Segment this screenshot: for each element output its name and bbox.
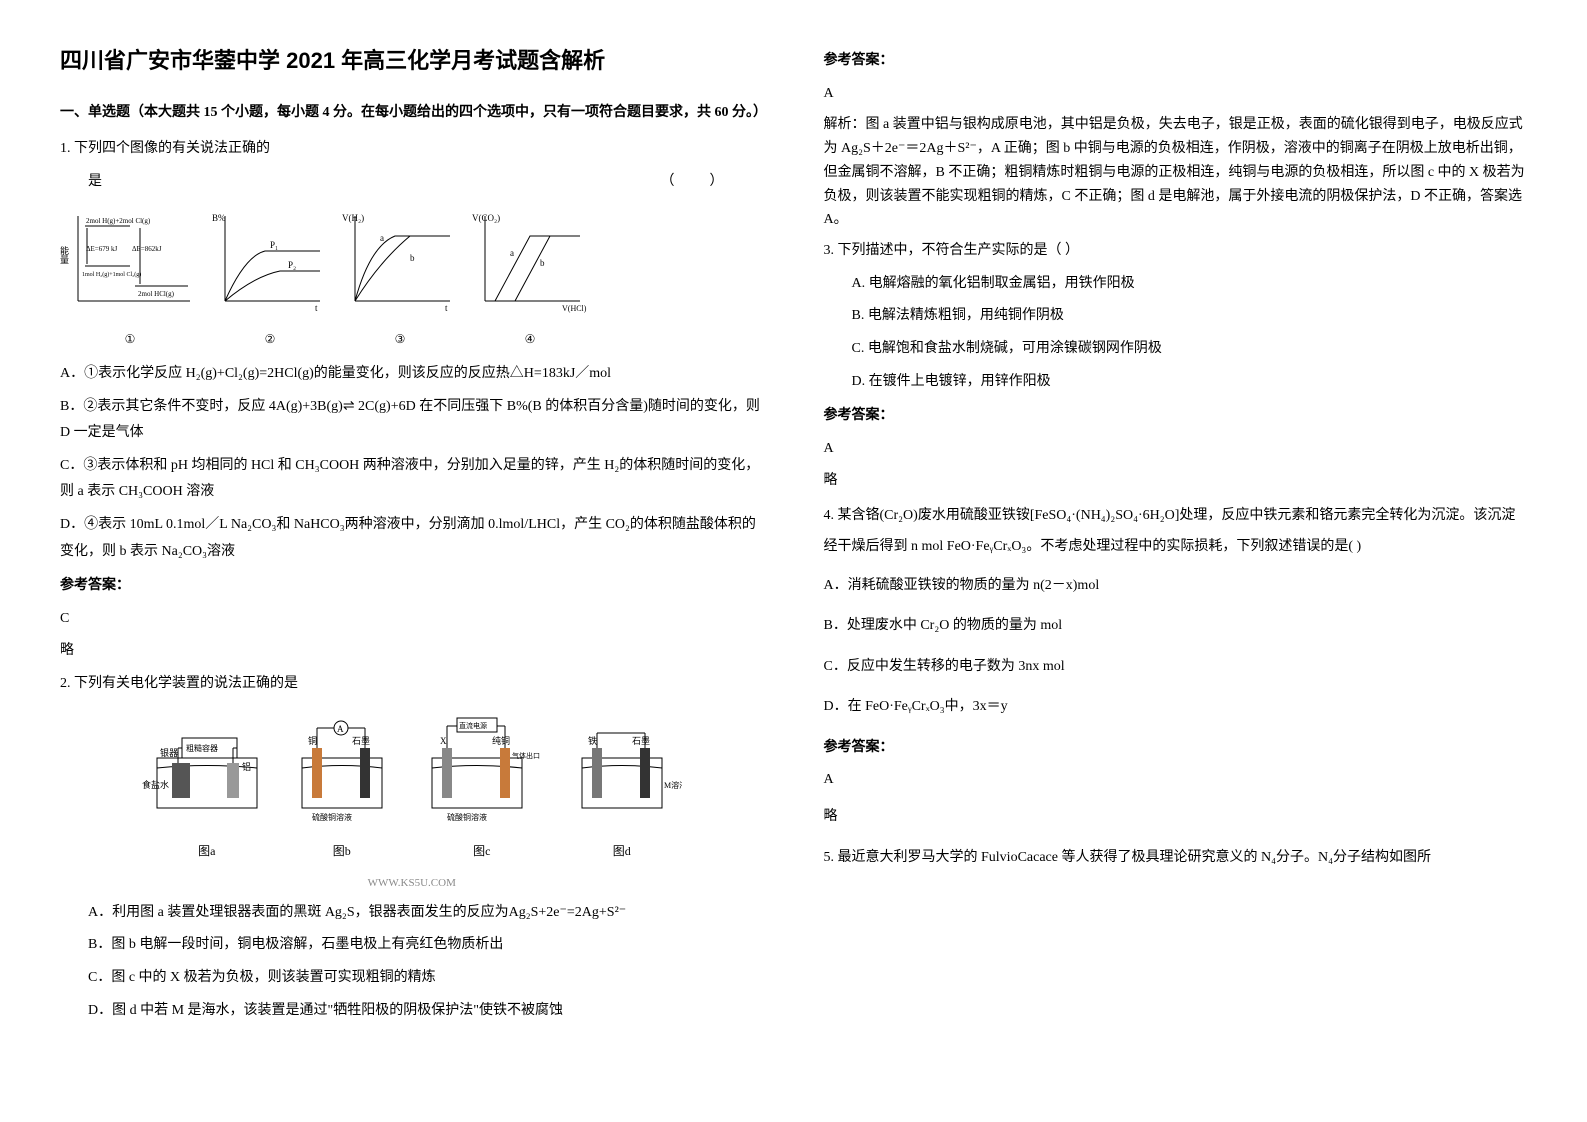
chart-panel-1: 能量 2mol H(g)+2mol Cl(g) ΔE=679 kJ ΔE=862… [60, 206, 200, 316]
page-title: 四川省广安市华蓥中学 2021 年高三化学月考试题含解析 [60, 40, 764, 82]
q3-ans-label: 参考答案： [824, 403, 1528, 430]
q1-opt-d: D．④表示 10mL 0.1mol／L Na₂CO₃和 NaHCO₃两种溶液中，… [60, 512, 764, 565]
q1-opt-b: B．②表示其它条件不变时，反应 4A(g)+3B(g)⇌ 2C(g)+6D 在不… [60, 394, 764, 447]
q1-opt-c: C．③表示体积和 pH 均相同的 HCl 和 CH₃COOH 两种溶液中，分别加… [60, 453, 764, 506]
q1-ans: C [60, 606, 764, 633]
q2-opt-b: B．图 b 电解一段时间，铜电极溶解，石墨电极上有亮红色物质析出 [88, 932, 764, 959]
chart-panel-4: V(CO₂) V(HCl) a b [470, 206, 590, 316]
right-column: 参考答案： A 解析：图 a 装置中铝与银构成原电池，其中铝是负极，失去电子，银… [824, 40, 1528, 1030]
q2-exp: 解析：图 a 装置中铝与银构成原电池，其中铝是负极，失去电子，银是正极，表面的硫… [824, 113, 1528, 232]
section-1-header: 一、单选题（本大题共 15 个小题，每小题 4 分。在每小题给出的四个选项中，只… [60, 100, 764, 127]
svg-text:石墨: 石墨 [352, 736, 370, 746]
q3-opt-c: C. 电解饱和食盐水制烧碱，可用涂镍碳钢网作阴极 [852, 336, 1528, 363]
q1-paren: （ ） [661, 169, 724, 196]
svg-text:P₁: P₁ [270, 240, 278, 250]
q1-chart-4: V(CO₂) V(HCl) a b ④ [470, 206, 590, 351]
q2-opt-d: D．图 d 中若 M 是海水，该装置是通过"牺牲阳极的阴极保护法"使铁不被腐蚀 [88, 998, 764, 1025]
svg-text:2mol H(g)+2mol Cl(g): 2mol H(g)+2mol Cl(g) [86, 217, 151, 225]
svg-text:2mol HCl(g): 2mol HCl(g) [138, 290, 175, 298]
svg-text:B%: B% [212, 213, 226, 223]
q1-chart-row: 能量 2mol H(g)+2mol Cl(g) ΔE=679 kJ ΔE=862… [60, 206, 764, 351]
left-column: 四川省广安市华蓥中学 2021 年高三化学月考试题含解析 一、单选题（本大题共 … [60, 40, 764, 1030]
svg-text:1mol H₂(g)+1mol Cl₂(g): 1mol H₂(g)+1mol Cl₂(g) [82, 271, 141, 278]
q2-fig-b: 铜 石墨 A 硫酸铜溶液 图b [282, 708, 402, 863]
svg-text:X: X [440, 736, 447, 746]
q3-opt-b: B. 电解法精炼粗铜，用纯铜作阴极 [852, 303, 1528, 330]
svg-text:a: a [510, 248, 514, 258]
svg-text:M溶液: M溶液 [664, 780, 682, 790]
q1-chart-3: V(H₂) t a b ③ [340, 206, 460, 351]
q3-ans: A [824, 436, 1528, 463]
q1-ans-label: 参考答案： [60, 573, 764, 600]
q2-opt-c: C．图 c 中的 X 极若为负极，则该装置可实现粗铜的精炼 [88, 965, 764, 992]
q2-fig-c-cap: 图c [412, 840, 552, 863]
q5-stem: 5. 最近意大利罗马大学的 FulvioCacace 等人获得了极具理论研究意义… [824, 845, 1528, 872]
q4-ans-label: 参考答案： [824, 735, 1528, 762]
q2-fig-b-cap: 图b [282, 840, 402, 863]
svg-text:ΔE=679 kJ: ΔE=679 kJ [86, 245, 117, 253]
svg-text:b: b [410, 253, 415, 263]
q3-stem: 3. 下列描述中，不符合生产实际的是（ ） [824, 238, 1528, 265]
q3-opt-d: D. 在镀件上电镀锌，用锌作阳极 [852, 369, 1528, 396]
q1-opt-a: A．①表示化学反应 H₂(g)+Cl₂(g)=2HCl(g)的能量变化，则该反应… [60, 361, 764, 388]
q2-opt-a: A．利用图 a 装置处理银器表面的黑斑 Ag₂S，银器表面发生的反应为Ag₂S+… [88, 900, 764, 927]
chart-panel-2: B% t P₁ P₂ [210, 206, 330, 316]
q4-stem: 4. 某含铬(Cr₂O)废水用硫酸亚铁铵[FeSO₄·(NH₄)₂SO₄·6H₂… [824, 501, 1528, 563]
q3-exp: 略 [824, 468, 1528, 495]
q1-chart-1: 能量 2mol H(g)+2mol Cl(g) ΔE=679 kJ ΔE=862… [60, 206, 200, 351]
svg-text:铝: 铝 [242, 761, 251, 772]
q2-fig-c: X 纯铜 直流电源 气体出口 硫酸铜溶液 图c [412, 708, 552, 863]
q2-ans-label: 参考答案： [824, 48, 1528, 75]
svg-text:纯铜: 纯铜 [492, 735, 510, 746]
q1-exp: 略 [60, 638, 764, 665]
svg-text:石墨: 石墨 [632, 736, 650, 746]
q1-is-line: 是 （ ） [60, 169, 764, 196]
q1-chart-3-caption: ③ [340, 328, 460, 351]
q1-stem: 1. 下列四个图像的有关说法正确的 [60, 136, 764, 163]
q2-fig-a-cap: 图a [142, 840, 272, 863]
chart-panel-3: V(H₂) t a b [340, 206, 460, 316]
q2-ans: A [824, 81, 1528, 108]
q4-exp: 略 [824, 804, 1528, 831]
svg-text:t: t [445, 303, 448, 313]
q4-opt-b: B．处理废水中 Cr₂O 的物质的量为 mol [824, 613, 1528, 640]
q1-chart-1-caption: ① [60, 328, 200, 351]
page-root: 四川省广安市华蓥中学 2021 年高三化学月考试题含解析 一、单选题（本大题共 … [0, 0, 1587, 1070]
q2-fig-d-cap: 图d [562, 840, 682, 863]
svg-text:硫酸铜溶液: 硫酸铜溶液 [312, 812, 352, 822]
q1-chart-2: B% t P₁ P₂ ② [210, 206, 330, 351]
svg-text:铁: 铁 [588, 735, 597, 746]
q4-opt-a: A．消耗硫酸亚铁铵的物质的量为 n(2－x)mol [824, 573, 1528, 600]
svg-text:银器: 银器 [160, 747, 178, 758]
svg-text:V(HCl): V(HCl) [562, 304, 587, 313]
q1-is-label: 是 [88, 174, 102, 189]
q2-fig-row: 粗糙容器 银器 铝 食盐水 图a 铜 [60, 708, 764, 863]
q3-opt-a: A. 电解熔融的氧化铝制取金属铝，用铁作阳极 [852, 271, 1528, 298]
svg-text:t: t [315, 303, 318, 313]
q2-watermark: WWW.KS5U.COM [60, 873, 764, 894]
q2-fig-a: 粗糙容器 银器 铝 食盐水 图a [142, 708, 272, 863]
q2-fig-d: 铁 石墨 M溶液 图d [562, 708, 682, 863]
q1-chart-4-caption: ④ [470, 328, 590, 351]
svg-text:V(CO₂): V(CO₂) [472, 213, 500, 223]
svg-text:能量: 能量 [60, 244, 69, 263]
svg-text:直流电源: 直流电源 [459, 721, 487, 730]
svg-text:硫酸铜溶液: 硫酸铜溶液 [447, 812, 487, 822]
svg-text:粗糙容器: 粗糙容器 [186, 743, 218, 753]
svg-text:P₂: P₂ [288, 260, 296, 270]
svg-text:ΔE=862kJ: ΔE=862kJ [132, 245, 162, 253]
svg-text:V(H₂): V(H₂) [342, 213, 364, 223]
svg-text:b: b [540, 258, 545, 268]
q4-ans: A [824, 767, 1528, 794]
svg-text:气体出口: 气体出口 [512, 751, 540, 760]
q4-opt-d: D．在 FeO·FeᵧCrₓO₃中，3x＝y [824, 694, 1528, 721]
svg-text:a: a [380, 233, 384, 243]
q4-opt-c: C．反应中发生转移的电子数为 3nx mol [824, 654, 1528, 681]
svg-text:食盐水: 食盐水 [142, 779, 169, 790]
q2-stem: 2. 下列有关电化学装置的说法正确的是 [60, 671, 764, 698]
svg-text:A: A [337, 724, 344, 734]
q1-chart-2-caption: ② [210, 328, 330, 351]
svg-text:铜: 铜 [308, 735, 317, 746]
